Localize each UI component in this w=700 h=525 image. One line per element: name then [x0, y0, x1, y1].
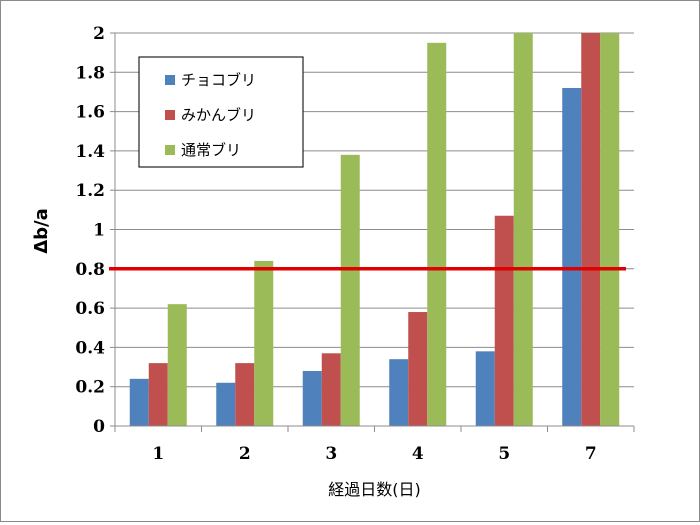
bar [302, 370, 322, 426]
legend-swatch [165, 145, 175, 155]
bar [235, 363, 255, 426]
bar [562, 88, 582, 427]
legend-label: 通常ブリ [181, 141, 241, 159]
bars [129, 33, 620, 427]
legend-label: チョコブリ [181, 71, 256, 89]
y-tick-label: 1.8 [75, 63, 105, 83]
x-tick-label: 2 [239, 444, 251, 464]
axes [114, 33, 635, 432]
legend-swatch [165, 110, 175, 120]
bar [129, 378, 149, 426]
x-tick-label: 4 [412, 444, 424, 464]
bar [148, 363, 168, 426]
y-tick-label: 0.8 [75, 260, 105, 280]
bar [389, 359, 409, 426]
bar [216, 382, 236, 426]
y-tick-label: 0.4 [75, 338, 105, 358]
y-tick-label: 0.2 [75, 378, 105, 398]
bar [427, 42, 447, 426]
y-tick-label: 2 [93, 24, 105, 44]
x-tick-label: 1 [152, 444, 164, 464]
bar [494, 215, 514, 426]
bar [600, 33, 620, 426]
y-tick-label: 1 [93, 221, 105, 241]
y-tick-label: 0.6 [75, 299, 105, 319]
bar [513, 33, 533, 426]
legend-swatch [165, 75, 175, 85]
y-axis-label: Δb/a [31, 208, 52, 254]
x-tick-label: 5 [498, 444, 510, 464]
x-axis-label: 経過日数(日) [328, 480, 421, 499]
x-tick-labels: 1 2 3 4 5 7 [152, 444, 596, 464]
y-tick-labels: 0 0.2 0.4 0.6 0.8 1 1.2 1.4 1.6 1.8 2 [75, 24, 105, 437]
x-tick-label: 3 [325, 444, 337, 464]
bar [581, 33, 601, 426]
y-tick-label: 1.6 [75, 103, 105, 123]
bar [167, 304, 187, 426]
y-tick-label: 1.2 [75, 181, 105, 201]
legend-label: みかんブリ [181, 106, 256, 124]
bar [254, 260, 274, 426]
y-tick-label: 0 [93, 417, 105, 437]
bar [321, 353, 341, 426]
bar [475, 351, 495, 426]
bar [340, 154, 360, 426]
y-tick-label: 1.4 [75, 142, 105, 162]
bar [408, 312, 428, 426]
x-tick-label: 7 [585, 444, 597, 464]
